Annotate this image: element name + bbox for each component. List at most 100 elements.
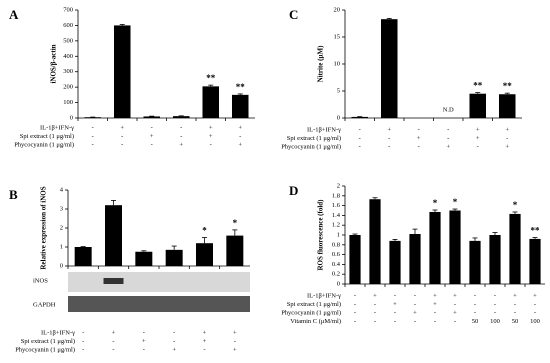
y-tick-label: 4 xyxy=(60,186,64,193)
y-tick-label: 15 xyxy=(334,33,341,40)
y-tick-label: 0 xyxy=(337,280,340,287)
treatment-sign: - xyxy=(234,338,236,345)
treatment-sign: - xyxy=(354,301,356,308)
treatment-sign: + xyxy=(513,292,517,299)
treatment-label: Vitamin C (μM/ml) xyxy=(290,318,341,325)
bar xyxy=(389,240,401,284)
y-tick-label: 300 xyxy=(63,68,73,75)
treatment-sign: - xyxy=(474,301,476,308)
blot-band xyxy=(68,296,250,312)
treatment-sign: - xyxy=(506,135,508,142)
y-tick-label: 200 xyxy=(63,84,73,91)
treatment-sign: - xyxy=(454,318,456,325)
treatment-sign: - xyxy=(494,292,496,299)
treatment-sign: - xyxy=(394,318,396,325)
treatment-label: Phycocyanin (1 μg/ml) xyxy=(15,346,75,353)
bar xyxy=(135,251,153,266)
treatment-sign: - xyxy=(92,124,94,131)
y-tick-label: 10 xyxy=(334,60,341,67)
treatment-sign: + xyxy=(505,126,509,133)
y-tick-label: 600 xyxy=(63,22,73,29)
treatment-sign: - xyxy=(354,318,356,325)
y-tick-label: 1.4 xyxy=(332,212,341,219)
treatment-sign: - xyxy=(143,346,145,353)
treatment-label: IL-1β+IFN-γ xyxy=(41,329,75,336)
annotation: ** xyxy=(206,73,216,83)
panel-letter: D xyxy=(289,183,298,198)
treatment-sign: + xyxy=(433,292,437,299)
annotation: ** xyxy=(236,82,246,92)
treatment-sign: - xyxy=(414,318,416,325)
treatment-sign: + xyxy=(179,141,183,148)
treatment-sign: + xyxy=(393,301,397,308)
annotation: ** xyxy=(473,81,483,91)
treatment-sign: - xyxy=(454,301,456,308)
panel-letter: A xyxy=(9,7,19,22)
treatment-sign: - xyxy=(121,133,123,140)
treatment-sign: + xyxy=(373,292,377,299)
bar xyxy=(196,243,213,266)
treatment-sign: - xyxy=(418,143,420,150)
treatment-sign: + xyxy=(203,329,207,336)
y-tick-label: 1 xyxy=(60,243,63,250)
treatment-sign: - xyxy=(354,292,356,299)
treatment-sign: - xyxy=(514,309,516,316)
y-tick-label: 0.6 xyxy=(332,251,341,258)
panel-letter: B xyxy=(9,187,18,202)
treatment-sign: - xyxy=(494,301,496,308)
y-tick-label: 1.8 xyxy=(332,192,340,199)
treatment-sign: + xyxy=(120,124,124,131)
treatment-sign: - xyxy=(414,301,416,308)
treatment-sign: + xyxy=(417,135,421,142)
treatment-sign: + xyxy=(238,124,242,131)
treatment-label: Phycocyanin (1 μg/ml) xyxy=(14,141,74,148)
treatment-sign: - xyxy=(414,292,416,299)
treatment-sign: + xyxy=(209,133,213,140)
bar xyxy=(172,116,190,118)
bar xyxy=(498,94,516,118)
treatment-sign: + xyxy=(203,338,207,345)
y-tick-label: 2 xyxy=(60,224,63,231)
annotation: * xyxy=(453,197,458,207)
treatment-sign: - xyxy=(354,309,356,316)
treatment-sign: - xyxy=(514,301,516,308)
treatment-sign: - xyxy=(151,141,153,148)
treatment-sign: - xyxy=(534,301,536,308)
treatment-sign: - xyxy=(239,133,241,140)
treatment-sign: - xyxy=(173,329,175,336)
treatment-sign: + xyxy=(209,124,213,131)
y-tick-label: 500 xyxy=(63,37,73,44)
treatment-sign: - xyxy=(374,318,376,325)
y-axis-label: iNOS/β-actin xyxy=(50,44,58,83)
y-axis-label: Nitrite (μM) xyxy=(317,45,325,82)
treatment-label: Phycocyanin (1 μg/ml) xyxy=(281,309,341,316)
treatment-sign: - xyxy=(82,329,84,336)
panel-letter: C xyxy=(289,7,298,22)
y-tick-label: 0 xyxy=(337,114,340,121)
treatment-sign: + xyxy=(433,301,437,308)
treatment-label: IL-1β+IFN-γ xyxy=(307,292,341,299)
treatment-sign: - xyxy=(112,338,114,345)
annotation: * xyxy=(513,200,518,210)
treatment-sign: - xyxy=(359,126,361,133)
treatment-label: Phycocyanin (1 μg/ml) xyxy=(281,143,341,150)
treatment-sign: - xyxy=(92,133,94,140)
treatment-sign: - xyxy=(180,124,182,131)
annotation: * xyxy=(433,198,438,208)
y-tick-label: 20 xyxy=(334,6,341,13)
treatment-sign: + xyxy=(453,309,457,316)
treatment-sign: - xyxy=(388,143,390,150)
y-tick-label: 5 xyxy=(337,87,340,94)
treatment-sign: + xyxy=(233,329,237,336)
treatment-sign: + xyxy=(476,135,480,142)
y-tick-label: 1.6 xyxy=(332,202,341,209)
treatment-sign: - xyxy=(447,126,449,133)
y-axis-label: Relative expression of iNOS xyxy=(40,186,48,269)
annotation: N.D xyxy=(443,106,454,113)
treatment-sign: - xyxy=(418,126,420,133)
treatment-sign: + xyxy=(505,143,509,150)
treatment-sign: - xyxy=(534,309,536,316)
bar xyxy=(165,249,183,266)
annotation: * xyxy=(233,218,238,228)
